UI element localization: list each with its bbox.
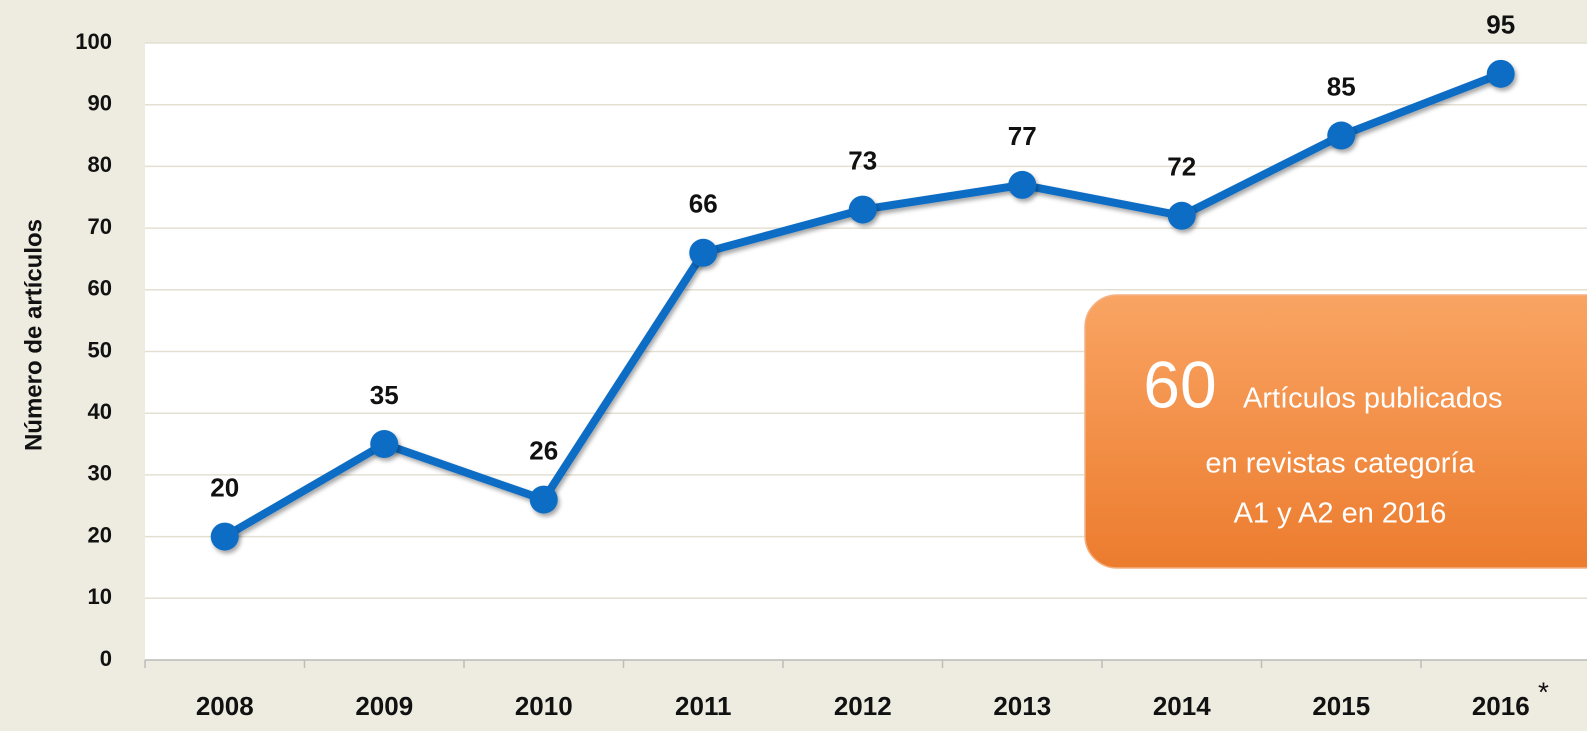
data-point <box>1327 121 1356 150</box>
callout-number: 60 <box>1143 347 1216 421</box>
data-point <box>370 430 399 459</box>
data-label: 26 <box>529 435 558 465</box>
x-tick-label: 2012 <box>834 691 892 721</box>
data-label: 77 <box>1008 121 1037 151</box>
y-tick-label: 0 <box>100 646 112 671</box>
data-label: 85 <box>1327 71 1356 101</box>
y-tick-label: 90 <box>88 91 112 116</box>
data-point <box>1486 59 1515 88</box>
x-tick-label: 2014 <box>1153 691 1211 721</box>
data-label: 66 <box>689 189 718 219</box>
data-point <box>1167 201 1196 230</box>
x-tick-label: 2016 <box>1472 691 1530 721</box>
data-point <box>529 485 558 514</box>
data-point <box>689 238 718 267</box>
x-tick-label: 2015 <box>1312 691 1370 721</box>
callout-box <box>1084 294 1587 569</box>
x-tick-label: 2011 <box>675 691 731 721</box>
data-label: 20 <box>210 472 239 502</box>
callout-text: Artículos publicados <box>1243 383 1503 415</box>
data-point <box>210 522 239 551</box>
y-tick-label: 30 <box>88 461 112 486</box>
data-label: 73 <box>848 145 877 175</box>
y-tick-label: 80 <box>88 152 112 177</box>
y-axis-label: Número de artículos <box>20 219 47 451</box>
callout-text: en revistas categoría <box>1205 448 1475 480</box>
data-label: 95 <box>1486 10 1515 40</box>
y-tick-label: 100 <box>75 29 112 54</box>
y-tick-label: 10 <box>88 584 112 609</box>
data-label: 35 <box>370 380 399 410</box>
y-tick-label: 70 <box>88 214 112 239</box>
x-tick-label: 2009 <box>355 691 413 721</box>
y-tick-label: 60 <box>88 276 112 301</box>
callout-text: A1 y A2 en 2016 <box>1234 498 1447 530</box>
data-point <box>1008 170 1037 199</box>
footnote-mark: * <box>1538 676 1549 707</box>
data-point <box>848 195 877 224</box>
y-tick-label: 40 <box>88 399 112 424</box>
x-tick-label: 2013 <box>993 691 1051 721</box>
x-tick-label: 2008 <box>196 691 254 721</box>
y-tick-label: 20 <box>88 522 112 547</box>
x-tick-label: 2010 <box>515 691 573 721</box>
data-label: 72 <box>1167 152 1196 182</box>
y-tick-label: 50 <box>88 337 112 362</box>
